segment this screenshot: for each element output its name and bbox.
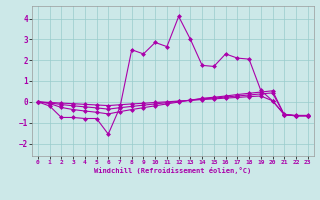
X-axis label: Windchill (Refroidissement éolien,°C): Windchill (Refroidissement éolien,°C) (94, 167, 252, 174)
